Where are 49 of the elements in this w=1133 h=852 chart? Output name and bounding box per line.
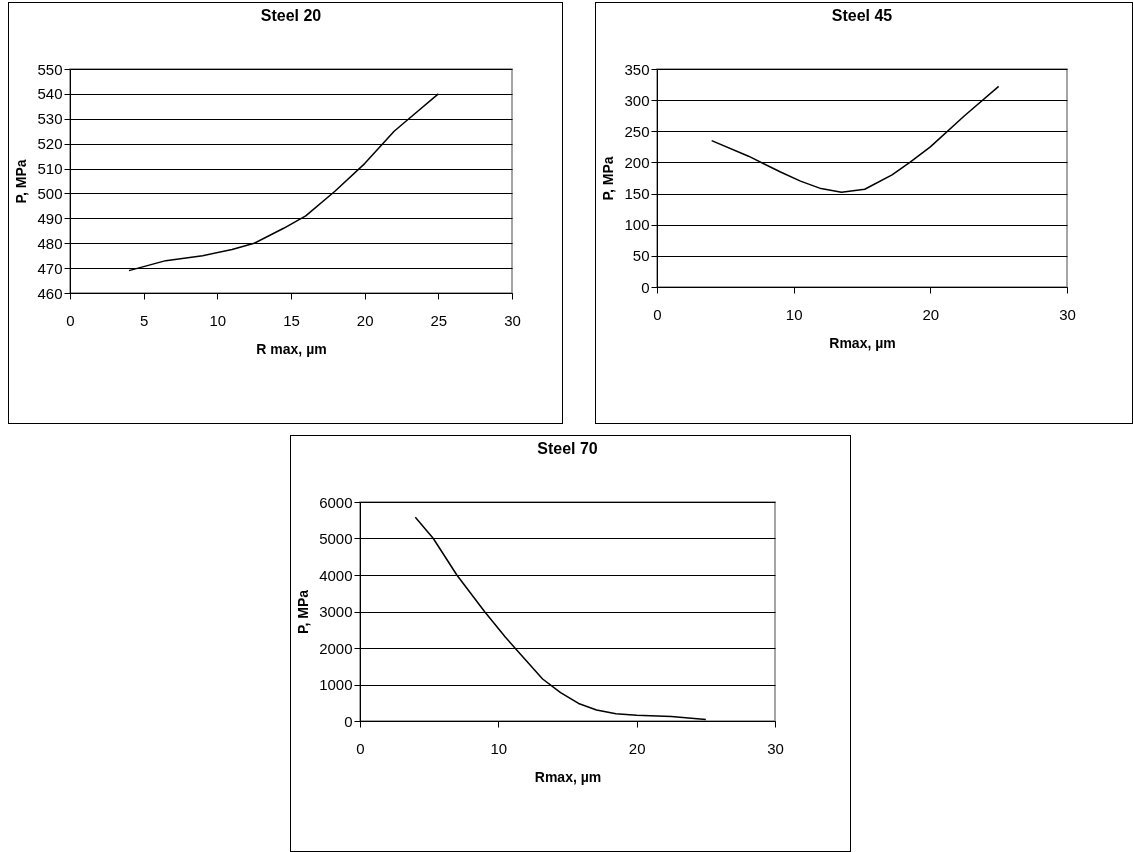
x-tick-label: 0 <box>66 311 75 329</box>
y-tick-label: 4000 <box>319 566 353 584</box>
y-tick-label: 1000 <box>319 676 353 693</box>
y-tick-label: 350 <box>624 60 650 78</box>
x-tick-label: 10 <box>785 305 803 323</box>
x-tick-label: 5 <box>139 311 149 329</box>
x-tick-label: 15 <box>283 311 300 329</box>
x-axis-title: Rmax, µm <box>829 334 896 351</box>
x-tick-label: 20 <box>356 311 374 329</box>
chart-title: Steel 45 <box>831 7 893 24</box>
x-tick-label: 30 <box>504 311 521 329</box>
y-tick-label: 2000 <box>319 639 353 657</box>
x-tick-label: 0 <box>356 739 365 757</box>
x-tick-label: 10 <box>490 739 508 757</box>
y-tick-label: 50 <box>632 247 650 265</box>
y-axis-title: P, MPa <box>13 159 30 204</box>
x-tick-label: 20 <box>628 739 646 757</box>
y-tick-label: 550 <box>37 60 63 78</box>
y-tick-label: 510 <box>37 160 63 178</box>
x-tick-label: 0 <box>653 305 662 323</box>
y-tick-label: 500 <box>37 184 63 202</box>
x-axis-title: R max, µm <box>256 340 327 357</box>
y-tick-label: 480 <box>37 234 63 252</box>
y-tick-label: 3000 <box>319 603 353 620</box>
x-tick-label: 30 <box>1059 305 1076 323</box>
y-tick-label: 530 <box>37 110 63 128</box>
y-axis-title: P, MPa <box>600 156 617 201</box>
y-tick-label: 300 <box>624 91 650 109</box>
x-tick-label: 30 <box>767 739 784 757</box>
chart-title: Steel 20 <box>260 7 322 24</box>
y-tick-label: 470 <box>37 259 63 277</box>
y-tick-label: 520 <box>37 135 63 153</box>
y-tick-label: 0 <box>344 712 353 730</box>
x-tick-label: 10 <box>209 311 227 329</box>
y-axis-title: P, MPa <box>295 589 312 635</box>
y-tick-label: 200 <box>624 153 650 171</box>
y-tick-label: 6000 <box>319 493 353 511</box>
y-tick-label: 150 <box>624 185 650 203</box>
y-tick-label: 460 <box>37 284 63 302</box>
x-axis-title: Rmax, µm <box>534 768 602 785</box>
x-tick-label: 20 <box>922 305 940 323</box>
y-tick-label: 0 <box>641 278 650 296</box>
y-tick-label: 540 <box>37 85 63 103</box>
chart-title: Steel 70 <box>537 440 598 457</box>
x-tick-label: 25 <box>430 311 448 329</box>
y-tick-label: 100 <box>624 216 650 234</box>
y-tick-label: 5000 <box>319 530 353 547</box>
y-tick-label: 250 <box>624 122 650 140</box>
y-tick-label: 490 <box>37 209 63 227</box>
